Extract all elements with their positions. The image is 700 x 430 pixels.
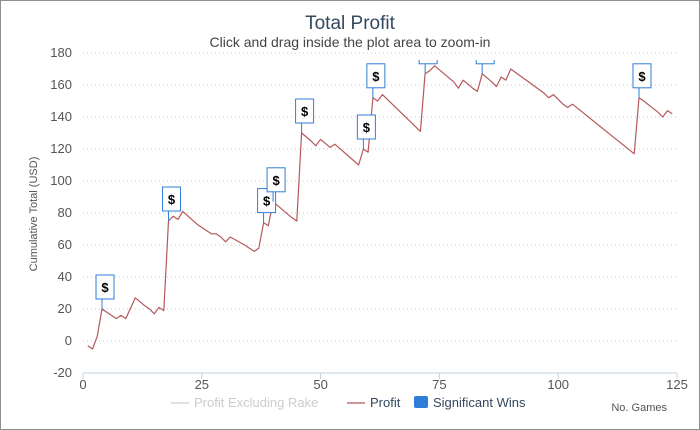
significant-win-flags[interactable]: $$ $$$$$$ $$ [95, 40, 652, 309]
flag-box [295, 98, 315, 124]
flag-label: $ [372, 69, 380, 84]
flag-box [95, 274, 115, 300]
significant-win-flag[interactable]: $ [418, 40, 438, 74]
flag-label: $ [272, 173, 280, 188]
y-tick-label: 80 [58, 205, 72, 220]
flag-box [162, 186, 182, 212]
flag-box [356, 114, 376, 140]
significant-win-flag[interactable]: $ [266, 167, 286, 202]
significant-win-flag[interactable]: $ [162, 186, 182, 221]
y-tick-label: 0 [65, 333, 72, 348]
y-tick-label: 180 [50, 45, 72, 60]
x-tick-label: 75 [432, 377, 446, 392]
flag-label: $ [363, 120, 371, 135]
y-tick-label: -20 [53, 365, 72, 380]
significant-win-flag[interactable]: $ [366, 63, 386, 98]
axes: -20 0 20 40 60 80 100 120 140 160 180 0 25 50 75 100 125 [50, 45, 688, 392]
x-tick-label: 0 [79, 377, 86, 392]
flag-label: $ [101, 280, 109, 295]
y-tick-label: 160 [50, 77, 72, 92]
flag-label: $ [263, 194, 271, 209]
y-tick-label: 120 [50, 141, 72, 156]
significant-win-flag[interactable]: $ [257, 188, 277, 223]
flag-box [366, 63, 386, 89]
y-tick-label: 100 [50, 173, 72, 188]
flag-box [257, 188, 277, 214]
x-tick-label: 50 [313, 377, 327, 392]
y-axis-title: Cumulative Total (USD) [28, 157, 40, 272]
chart-title: Total Profit [305, 13, 395, 34]
significant-win-flag[interactable]: $ [632, 63, 652, 98]
flag-box [475, 60, 495, 65]
plot-series[interactable] [87, 65, 673, 350]
x-tick-label: 125 [666, 377, 688, 392]
y-tick-label: 40 [58, 269, 72, 284]
legend-item-significant-wins[interactable]: Significant Wins [433, 395, 526, 410]
y-tick-label: 20 [58, 301, 72, 316]
flag-box [632, 63, 652, 89]
flag-label: $ [638, 69, 646, 84]
significant-win-flag[interactable]: $ [295, 98, 315, 133]
significant-win-flag[interactable]: $ [356, 114, 376, 149]
legend[interactable]: Profit Excluding Rake Profit Significant W… [171, 395, 526, 410]
legend-item-profit-excluding-rake[interactable]: Profit Excluding Rake [194, 395, 318, 410]
legend-item-profit[interactable]: Profit [370, 395, 401, 410]
legend-swatch-significant-wins [414, 396, 428, 408]
x-tick-label: 100 [547, 377, 569, 392]
flag-box [418, 60, 438, 65]
flag-label: $ [301, 104, 309, 119]
profit-series-line[interactable] [87, 65, 673, 350]
flag-box [266, 167, 286, 193]
y-tick-label: 60 [58, 237, 72, 252]
flag-label: $ [168, 192, 176, 207]
chart-subtitle: Click and drag inside the plot area to z… [210, 34, 491, 50]
x-axis-title: No. Games [611, 402, 667, 414]
significant-win-flag[interactable]: $ [475, 40, 495, 74]
grid-lines [83, 52, 677, 374]
y-tick-label: 140 [50, 109, 72, 124]
significant-win-flag[interactable]: $ [95, 274, 115, 309]
x-tick-label: 25 [195, 377, 209, 392]
